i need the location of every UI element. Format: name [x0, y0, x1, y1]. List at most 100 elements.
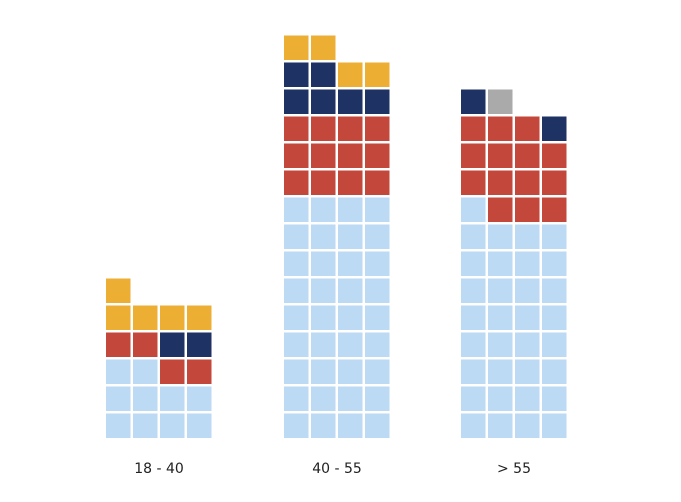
waffle-cell-g3-s1-10 — [488, 359, 513, 384]
waffle-cell-g2-s2-5 — [284, 143, 309, 168]
waffle-cell-g1-s3-2 — [187, 332, 212, 357]
waffle-cell-g3-s1-32 — [542, 224, 567, 249]
waffle-cell-g3-s2-7 — [542, 170, 567, 195]
waffle-cell-g1-s1-4 — [187, 413, 212, 438]
waffle-cell-g2-s2-1 — [284, 170, 309, 195]
waffle-cell-g2-s1-34 — [311, 197, 336, 222]
waffle-cell-g1-s1-7 — [160, 386, 185, 411]
waffle-cell-g2-s1-27 — [338, 251, 363, 276]
waffle-cell-g2-s3-4 — [365, 89, 390, 114]
waffle-cell-g3-s1-18 — [488, 305, 513, 330]
waffle-cell-g1-s2-3 — [106, 332, 131, 357]
waffle-cell-g2-s2-7 — [338, 143, 363, 168]
waffle-cell-g3-s2-1 — [488, 197, 513, 222]
waffle-cell-g3-s2-6 — [515, 170, 540, 195]
waffle-cell-g2-s3-3 — [338, 89, 363, 114]
waffle-cell-g1-s1-6 — [133, 386, 158, 411]
waffle-cell-g2-s1-11 — [338, 359, 363, 384]
waffle-cell-g1-s1-2 — [133, 413, 158, 438]
waffle-cell-g2-s2-2 — [311, 170, 336, 195]
waffle-cell-g2-s2-12 — [365, 116, 390, 141]
waffle-cell-g2-s2-3 — [338, 170, 363, 195]
waffle-cell-g3-s2-3 — [542, 197, 567, 222]
waffle-cell-g2-s3-2 — [311, 89, 336, 114]
waffle-cell-g1-s4-4 — [187, 305, 212, 330]
waffle-cell-g3-s2-11 — [542, 143, 567, 168]
waffle-cell-g2-s4-3 — [284, 35, 309, 60]
waffle-cell-g3-s1-4 — [542, 413, 567, 438]
waffle-cell-g2-s1-1 — [284, 413, 309, 438]
waffle-cell-g2-s1-26 — [311, 251, 336, 276]
waffle-cell-g3-s1-30 — [488, 224, 513, 249]
waffle-cell-g2-s4-1 — [338, 62, 363, 87]
waffle-cell-g3-s2-14 — [515, 116, 540, 141]
waffle-cell-g2-s4-4 — [311, 35, 336, 60]
waffle-cell-g2-s1-22 — [311, 278, 336, 303]
waffle-cell-g2-s1-32 — [365, 224, 390, 249]
waffle-cell-g3-s1-20 — [542, 305, 567, 330]
waffle-cell-g2-s2-10 — [311, 116, 336, 141]
waffle-cell-g2-s1-30 — [311, 224, 336, 249]
waffle-cell-g2-s2-8 — [365, 143, 390, 168]
waffle-cell-g3-s1-16 — [542, 332, 567, 357]
waffle-cell-g2-s1-17 — [284, 305, 309, 330]
waffle-cell-g1-s2-1 — [160, 359, 185, 384]
waffle-cell-g3-s2-9 — [488, 143, 513, 168]
waffle-cells — [106, 35, 567, 438]
waffle-cell-g1-s1-1 — [106, 413, 131, 438]
waffle-cell-g3-s1-23 — [515, 278, 540, 303]
waffle-cell-g3-s2-2 — [515, 197, 540, 222]
waffle-cell-g1-s4-2 — [133, 305, 158, 330]
waffle-cell-g2-s3-6 — [311, 62, 336, 87]
waffle-cell-g2-s1-31 — [338, 224, 363, 249]
waffle-cell-g3-s1-2 — [488, 413, 513, 438]
waffle-cell-g2-s1-33 — [284, 197, 309, 222]
waffle-cell-g2-s1-36 — [365, 197, 390, 222]
waffle-cell-g2-s3-1 — [284, 89, 309, 114]
waffle-cell-g1-s1-5 — [106, 386, 131, 411]
waffle-cell-g2-s1-4 — [365, 413, 390, 438]
waffle-cell-g2-s2-9 — [284, 116, 309, 141]
waffle-cell-g2-s3-5 — [284, 62, 309, 87]
waffle-cell-g2-s1-25 — [284, 251, 309, 276]
waffle-cell-g3-s1-26 — [488, 251, 513, 276]
waffle-cell-g2-s2-4 — [365, 170, 390, 195]
waffle-cell-g3-s1-27 — [515, 251, 540, 276]
waffle-cell-g1-s1-10 — [133, 359, 158, 384]
waffle-cell-g3-s1-21 — [461, 278, 486, 303]
waffle-cell-g3-s1-15 — [515, 332, 540, 357]
waffle-cell-g2-s1-16 — [365, 332, 390, 357]
waffle-cell-g3-s2-13 — [488, 116, 513, 141]
waffle-cell-g2-s1-5 — [284, 386, 309, 411]
waffle-cell-g2-s1-18 — [311, 305, 336, 330]
waffle-cell-g2-s1-9 — [284, 359, 309, 384]
waffle-cell-g3-s2-10 — [515, 143, 540, 168]
waffle-cell-g3-s1-12 — [542, 359, 567, 384]
waffle-cell-g3-s1-22 — [488, 278, 513, 303]
waffle-cell-g1-s1-8 — [187, 386, 212, 411]
waffle-cell-g3-s1-3 — [515, 413, 540, 438]
waffle-cell-g2-s1-6 — [311, 386, 336, 411]
waffle-cell-g3-s1-24 — [542, 278, 567, 303]
category-label-40-55: 40 - 55 — [312, 461, 362, 477]
category-label-over-55: > 55 — [497, 461, 531, 477]
waffle-cell-g2-s1-35 — [338, 197, 363, 222]
waffle-cell-g2-s1-2 — [311, 413, 336, 438]
waffle-cell-g3-s1-7 — [515, 386, 540, 411]
waffle-cell-g3-s1-31 — [515, 224, 540, 249]
waffle-cell-g2-s1-15 — [338, 332, 363, 357]
waffle-cell-g3-s3-2 — [461, 89, 486, 114]
waffle-cell-g1-s4-3 — [160, 305, 185, 330]
waffle-cell-g3-s1-17 — [461, 305, 486, 330]
waffle-cell-g1-s4-5 — [106, 278, 131, 303]
waffle-cell-g2-s1-13 — [284, 332, 309, 357]
waffle-cell-g3-s1-8 — [542, 386, 567, 411]
waffle-cell-g2-s1-28 — [365, 251, 390, 276]
waffle-cell-g2-s1-10 — [311, 359, 336, 384]
waffle-cell-g3-s2-5 — [488, 170, 513, 195]
waffle-cell-g3-s1-25 — [461, 251, 486, 276]
waffle-cell-g1-s2-2 — [187, 359, 212, 384]
waffle-cell-g2-s1-24 — [365, 278, 390, 303]
waffle-cell-g3-s2-4 — [461, 170, 486, 195]
